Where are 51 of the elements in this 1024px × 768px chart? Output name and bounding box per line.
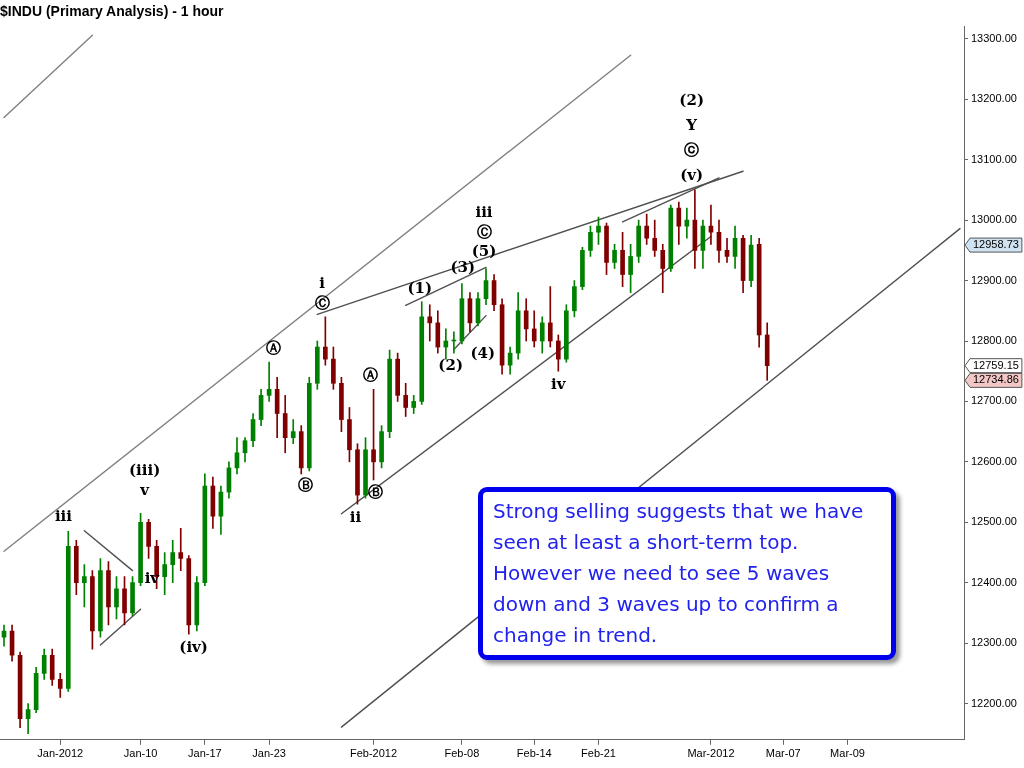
annotation: i (319, 273, 326, 292)
x-tick-label: Feb-21 (581, 747, 616, 760)
annotation: Ⓒ (476, 223, 492, 242)
y-tick-label: 13300.00 (971, 31, 1017, 44)
y-tick-label: 12700.00 (971, 394, 1017, 407)
annotation: (v) (680, 165, 704, 184)
x-tick-label: Feb-08 (444, 747, 480, 760)
annotation: Ⓐ (266, 339, 282, 358)
annotation: Strong selling suggests that we have seen at least a short-term top. However we need to see 5 waves down and 3 waves up to confirm a change in trend. (478, 487, 896, 660)
annotation: (4) (470, 343, 496, 362)
annotation: ii (349, 508, 362, 527)
y-tick-label: 13000.00 (971, 213, 1017, 226)
y-tick-label: 12800.00 (971, 334, 1017, 347)
y-tick-label: 13200.00 (971, 92, 1017, 105)
annotation: v (139, 481, 151, 500)
annotation: (3) (450, 258, 476, 277)
annotation: (1) (407, 278, 433, 297)
annotation: iii (475, 203, 493, 222)
x-tick-label: Jan-2012 (37, 747, 84, 760)
x-tick-label: Feb-2012 (350, 747, 398, 760)
annotation: (2) (438, 355, 463, 374)
y-tick-label: 12200.00 (971, 696, 1017, 709)
annotation: Ⓑ (368, 482, 384, 501)
annotation: ⓒ (684, 140, 700, 159)
chart-title: $INDU (Primary Analysis) - 1 hour (0, 3, 225, 20)
annotation: iv (551, 375, 567, 394)
y-tick-label: 13100.00 (971, 152, 1017, 165)
y-tick-label: 12900.00 (971, 273, 1017, 286)
annotation: Y (685, 115, 698, 134)
x-tick-label: Jan-17 (188, 747, 222, 760)
annotation: Ⓑ (297, 475, 313, 494)
x-tick-label: Jan-23 (252, 747, 286, 760)
x-tick-label: Mar-07 (765, 747, 801, 760)
annotation: (2) (679, 90, 704, 109)
x-tick-label: Feb-14 (516, 747, 552, 760)
annotation: (iii) (128, 461, 161, 480)
annotation: Ⓐ (362, 366, 378, 385)
y-tick-label: 12400.00 (971, 575, 1017, 588)
y-tick-label: 12500.00 (971, 515, 1017, 528)
text: 12734.86 (973, 373, 1019, 386)
annotation: iii (54, 507, 73, 526)
x-tick-label: Jan-10 (123, 747, 158, 760)
annotation: (iv) (179, 637, 208, 656)
y-tick-label: 12600.00 (971, 454, 1017, 467)
x-tick-label: Mar-09 (830, 747, 865, 760)
x-tick-label: Mar-2012 (687, 747, 735, 760)
y-tick-label: 12300.00 (971, 636, 1017, 649)
text: 12958.73 (973, 238, 1019, 251)
annotation: (5) (471, 242, 497, 261)
text: 12759.15 (973, 358, 1019, 371)
annotation: Ⓒ (314, 293, 330, 312)
